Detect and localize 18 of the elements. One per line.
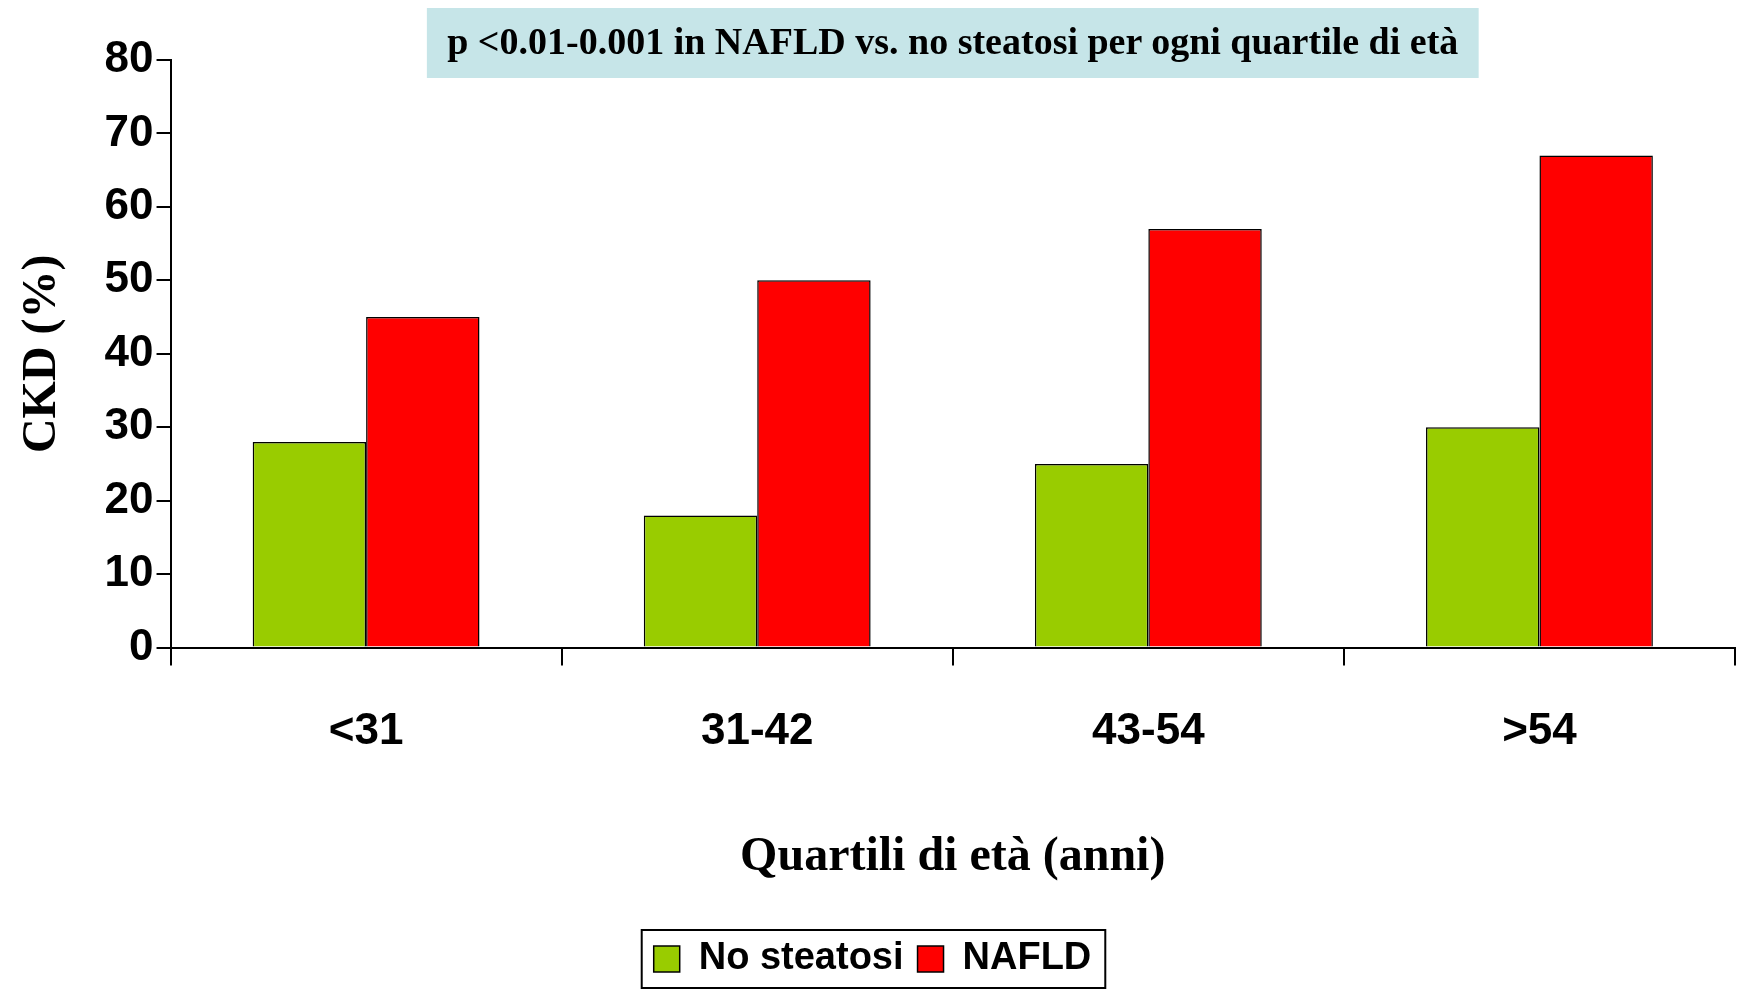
y-tick-label: 70 [104, 105, 154, 155]
legend-label: No steatosi [698, 935, 904, 978]
x-tick-label: >54 [1502, 704, 1578, 754]
x-tick-label: 31-42 [700, 704, 814, 754]
y-tick-label: 40 [104, 325, 154, 375]
y-tick-label: 0 [129, 619, 154, 669]
x-tick-label: 43-54 [1092, 704, 1206, 754]
y-tick-label: 60 [104, 179, 154, 229]
x-axis-title: Quartili di età (anni) [740, 826, 1166, 881]
y-tick-label: 80 [104, 32, 154, 82]
annotation: p <0.01-0.001 in NAFLD vs. no steatosi per ogni quartile di età [447, 19, 1459, 62]
legend-label: NAFLD [962, 935, 1092, 978]
y-tick-label: 20 [104, 472, 154, 522]
y-tick-label: 10 [104, 546, 154, 596]
y-axis-title: CKD (%) [12, 254, 67, 454]
y-tick-label: 50 [104, 252, 154, 302]
x-tick-label: <31 [328, 704, 404, 754]
y-tick-label: 30 [104, 399, 154, 449]
